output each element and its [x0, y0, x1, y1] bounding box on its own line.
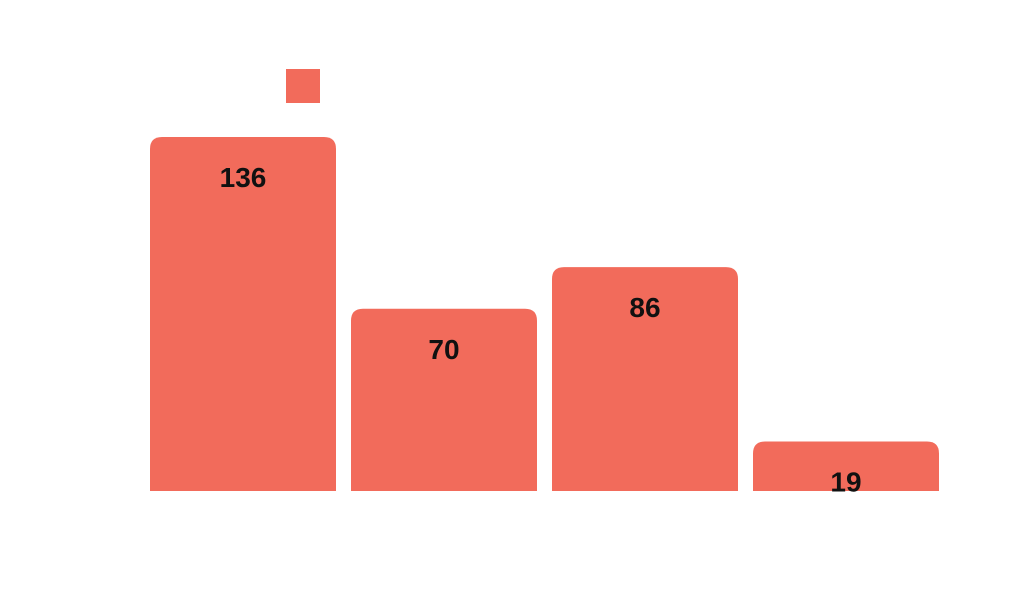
labels-layer: 136 70 86 19: [220, 162, 862, 498]
bar-3: [552, 267, 738, 491]
legend-swatch: [286, 69, 320, 103]
bar-value-label-3: 86: [629, 292, 660, 323]
bar-1: [150, 137, 336, 491]
bars-layer: [150, 137, 939, 491]
bar-2: [351, 308, 537, 491]
bar-value-label-1: 136: [220, 162, 267, 193]
bar-value-label-2: 70: [428, 334, 459, 365]
bar-value-label-4: 19: [830, 467, 861, 498]
bar-4: [753, 441, 939, 491]
